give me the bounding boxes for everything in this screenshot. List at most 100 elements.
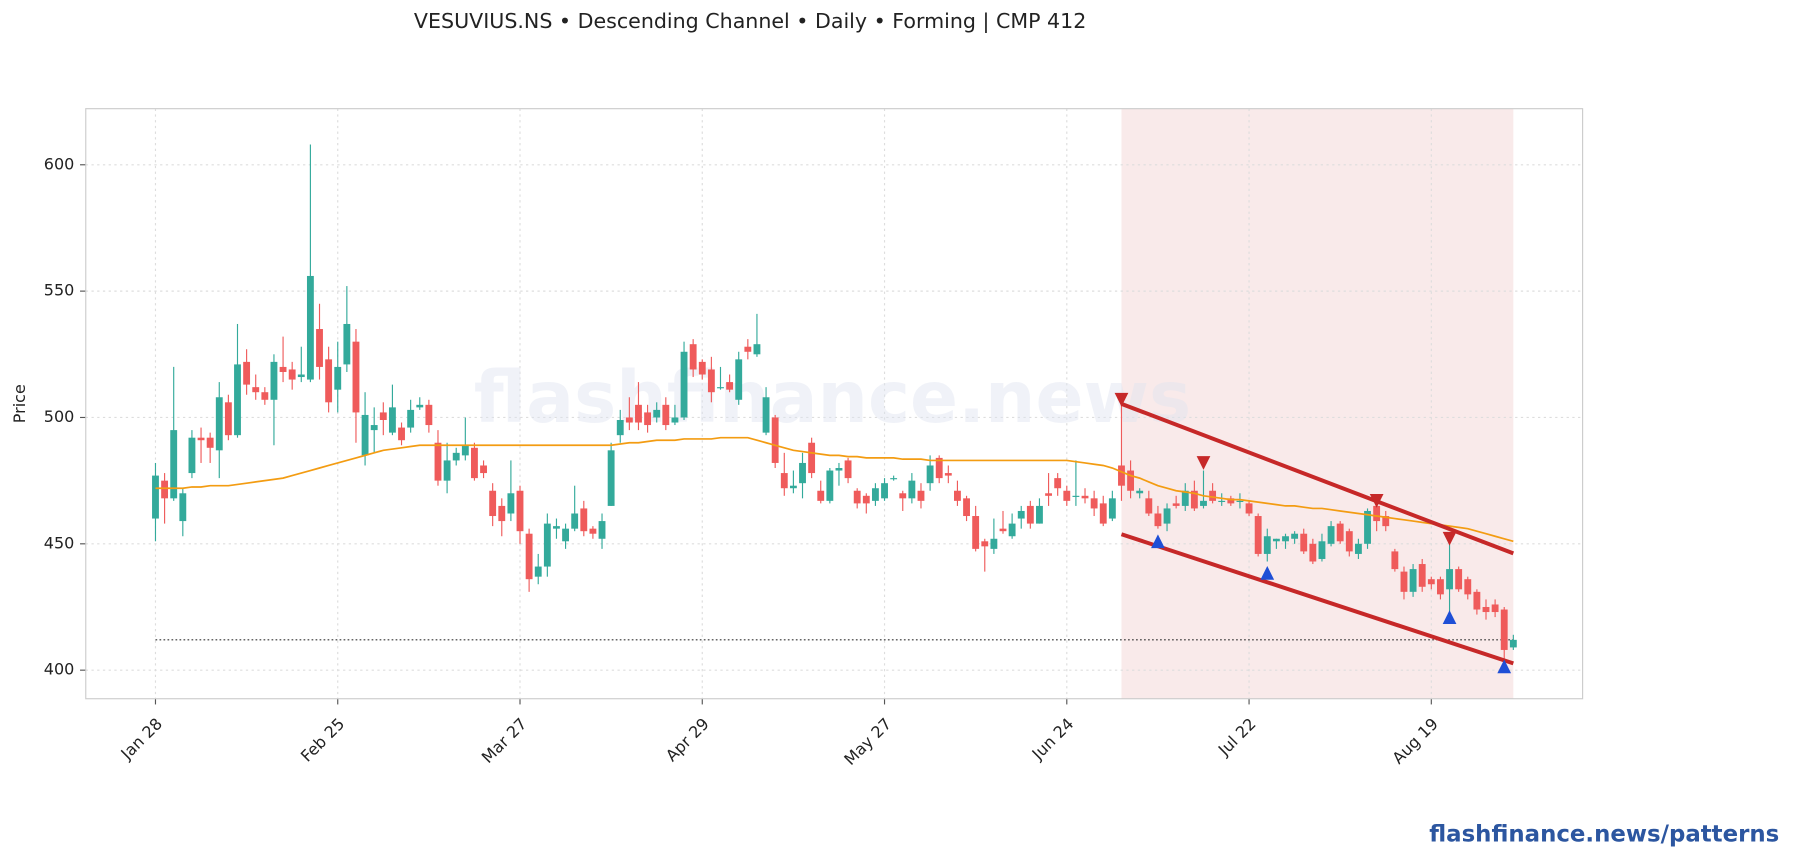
y-tick-label: 400 [44, 660, 75, 679]
candle-body [325, 359, 333, 403]
candle-body [1017, 510, 1025, 519]
candle-body [1108, 498, 1116, 519]
candle-body [234, 364, 241, 436]
candle-body [1409, 569, 1417, 592]
candle-body [434, 442, 442, 481]
candle-body [1236, 500, 1244, 503]
candle-body [343, 323, 351, 365]
candle-body [589, 528, 597, 534]
candle-body [224, 402, 232, 436]
candle-body [279, 366, 287, 372]
candle-body [516, 490, 524, 532]
candle-body [717, 387, 724, 389]
candle-body [543, 523, 551, 567]
x-tick-label: Jan 28 [116, 714, 166, 764]
candle-body [261, 392, 269, 400]
candle-body [972, 516, 980, 549]
candle-body [762, 397, 770, 433]
candle-body [306, 275, 314, 380]
candle-body [1218, 500, 1226, 503]
candle-body [1181, 490, 1189, 506]
candle-body [1473, 591, 1481, 610]
candle-body [753, 344, 761, 355]
candle-body [799, 462, 806, 484]
candle-body [1163, 508, 1171, 524]
candle-body [735, 359, 743, 400]
candle-body [1254, 516, 1262, 554]
channel-line [1120, 532, 1514, 666]
candle-body [1227, 498, 1235, 504]
candle-body [452, 452, 460, 461]
candle-body [352, 341, 360, 413]
candle-body [243, 361, 251, 385]
x-tick-label: Feb 25 [297, 714, 348, 765]
candle-body [1245, 503, 1253, 514]
candle-body [252, 387, 260, 393]
candle-body [334, 366, 342, 390]
candle-body [616, 419, 624, 436]
candle-body [707, 369, 715, 393]
candle-body [1145, 498, 1153, 514]
candle-body [1400, 571, 1408, 592]
candle-body [1209, 490, 1217, 501]
candle-body [1054, 478, 1062, 489]
candle-body [197, 437, 205, 441]
candle-body [1300, 533, 1308, 552]
candle-body [780, 473, 788, 489]
x-tick-label: Jul 22 [1214, 714, 1260, 760]
candle-body [1282, 536, 1289, 542]
candle-body [489, 490, 497, 517]
candle-body [598, 521, 606, 539]
candle-body [726, 382, 734, 390]
candle-body [1455, 569, 1463, 590]
candle-body [170, 430, 178, 499]
candle-body [297, 374, 305, 378]
candle-body [1190, 490, 1198, 509]
candle-body [689, 344, 697, 370]
candle-body [944, 473, 952, 476]
candle-body [1200, 500, 1207, 506]
candle-body [562, 528, 569, 542]
candle-body [1464, 579, 1472, 595]
candle-body [1026, 505, 1034, 524]
candle-body [808, 442, 816, 474]
candle-body [379, 412, 387, 420]
candle-body [1072, 495, 1080, 497]
candle-body [1364, 510, 1371, 544]
candle-body [206, 437, 214, 448]
channel-line [1120, 401, 1515, 556]
pivot-high [1196, 456, 1211, 470]
candle-body [1318, 541, 1326, 559]
candle-body [1491, 604, 1499, 613]
x-tick-label: Mar 27 [478, 714, 531, 767]
pivot-high [1114, 392, 1129, 407]
candle-body [954, 490, 961, 501]
candle-body [1118, 465, 1125, 486]
candle-body [1263, 536, 1271, 554]
candle-body [653, 409, 661, 418]
candle-body [1309, 543, 1317, 562]
candle-body [1291, 533, 1299, 539]
candle-body [963, 498, 970, 517]
candle-body [1036, 505, 1043, 524]
candle-body [908, 480, 916, 499]
candle-body [1172, 503, 1180, 506]
pivot-low [1497, 659, 1512, 674]
candle-body [1099, 503, 1107, 524]
candle-body [316, 329, 323, 367]
candle-body [862, 495, 870, 504]
candle-body [553, 526, 560, 529]
candle-body [1509, 639, 1517, 648]
candle-body [917, 490, 925, 501]
footer: flashfinance.news/patterns [1429, 821, 1779, 847]
candle-body [443, 460, 451, 481]
candle-body [1081, 495, 1089, 499]
pivot-high [1369, 493, 1384, 508]
moving-average [155, 436, 1514, 543]
candle-body [1136, 490, 1144, 494]
candle-body [215, 397, 223, 451]
watermark: flashfinance.news [474, 356, 1191, 439]
candle-body [625, 417, 633, 423]
candle-body [480, 465, 487, 474]
candle-body [571, 513, 579, 529]
